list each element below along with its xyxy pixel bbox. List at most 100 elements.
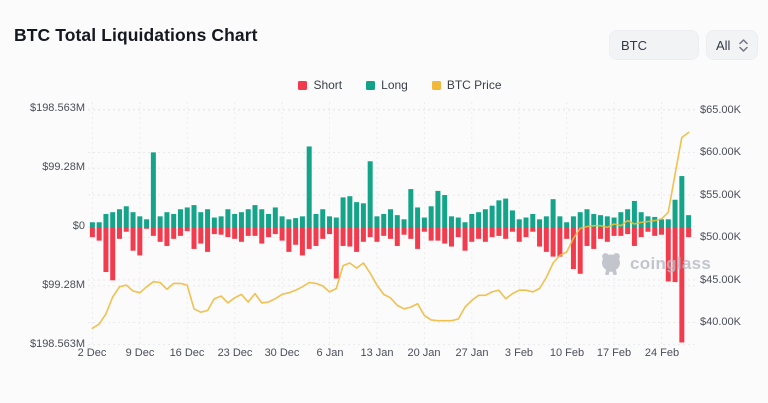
x-tick: 10 Feb — [549, 347, 585, 359]
x-tick: 3 Feb — [504, 347, 534, 359]
long-bar — [211, 217, 217, 227]
long-bar — [259, 209, 265, 227]
range-select-value: All — [716, 37, 731, 53]
coin-select-dropdown[interactable]: BTC — [609, 30, 699, 60]
short-bar — [367, 227, 373, 238]
long-bar — [279, 216, 285, 227]
long-bar — [252, 205, 258, 227]
short-bar — [435, 227, 441, 241]
long-bar — [631, 200, 637, 227]
long-bar — [476, 212, 482, 227]
long-bar — [415, 207, 421, 227]
long-bar — [388, 209, 393, 227]
long-bar — [611, 217, 617, 227]
long-bar — [157, 216, 163, 227]
short-bar — [116, 227, 122, 239]
short-bar — [164, 227, 170, 246]
long-bar — [347, 196, 353, 227]
short-bar — [679, 227, 685, 343]
short-bar — [462, 227, 468, 251]
long-bar — [665, 219, 671, 227]
long-bar — [327, 216, 333, 227]
long-bar — [313, 213, 319, 227]
short-bar — [245, 227, 251, 236]
long-bar — [421, 217, 427, 227]
legend-long-label: Long — [381, 78, 408, 92]
long-bar — [625, 209, 631, 227]
short-bar — [598, 227, 604, 239]
long-bar — [360, 203, 366, 227]
legend-item-btc-price[interactable]: BTC Price — [431, 78, 502, 92]
long-bar — [191, 205, 197, 227]
short-bar — [394, 227, 400, 246]
short-bar — [631, 227, 637, 246]
legend-short-label: Short — [313, 78, 343, 92]
legend-btc-price-label: BTC Price — [446, 78, 502, 92]
short-bar — [218, 227, 224, 235]
short-bar — [144, 227, 150, 229]
short-bar — [286, 227, 292, 252]
btc-price-line — [91, 131, 690, 330]
short-bar — [448, 227, 454, 247]
legend-item-long[interactable]: Long — [366, 78, 408, 92]
long-bar — [652, 216, 658, 227]
long-bar — [354, 202, 360, 227]
long-bar — [435, 190, 441, 227]
short-bar — [110, 227, 116, 281]
short-bar — [89, 227, 95, 238]
x-tick: 6 Jan — [316, 347, 344, 359]
short-bar — [327, 227, 333, 235]
long-bar — [137, 216, 143, 227]
long-bar — [455, 217, 461, 227]
long-bar — [428, 206, 434, 227]
short-bar — [672, 227, 678, 283]
long-bar — [96, 222, 102, 227]
short-bar — [686, 227, 692, 238]
short-bar — [625, 227, 631, 235]
long-bar — [340, 197, 346, 227]
long-bar — [564, 222, 570, 227]
legend-item-short[interactable]: Short — [298, 78, 342, 92]
long-bar — [557, 216, 563, 227]
short-bar — [313, 227, 319, 246]
long-bar — [245, 209, 251, 227]
short-bar — [442, 227, 448, 244]
short-bar — [374, 227, 380, 242]
short-bar — [279, 227, 285, 241]
short-bar — [543, 227, 549, 252]
long-bar — [401, 219, 407, 227]
long-bar — [198, 212, 204, 227]
long-bar — [272, 207, 278, 227]
short-bar — [293, 227, 299, 245]
long-bar — [205, 209, 211, 227]
long-bar — [570, 216, 576, 227]
range-select-dropdown[interactable]: All — [706, 30, 758, 60]
long-bar — [584, 209, 590, 227]
short-bar — [137, 227, 143, 256]
short-bar — [469, 227, 475, 242]
chart-legend: Short Long BTC Price — [16, 77, 768, 93]
y-right-tick: $60.00K — [700, 146, 741, 158]
short-bar — [259, 227, 265, 244]
long-bar — [503, 198, 509, 227]
short-bar — [96, 227, 102, 241]
short-bar — [428, 227, 434, 241]
long-bar — [374, 216, 380, 227]
short-bar — [523, 227, 529, 238]
short-bar — [191, 227, 197, 249]
y-left-tick: $99.28M — [42, 279, 85, 291]
short-bar — [401, 227, 407, 235]
long-bar — [144, 219, 150, 227]
short-bar — [177, 227, 183, 236]
short-bar — [354, 227, 360, 252]
x-tick: 17 Feb — [596, 347, 632, 359]
short-bar — [123, 227, 129, 232]
x-tick: 2 Dec — [77, 347, 107, 359]
long-bar — [238, 212, 244, 227]
long-bar — [110, 212, 116, 227]
long-bar — [225, 209, 231, 227]
short-bar — [320, 227, 326, 239]
x-tick: 24 Feb — [644, 347, 680, 359]
